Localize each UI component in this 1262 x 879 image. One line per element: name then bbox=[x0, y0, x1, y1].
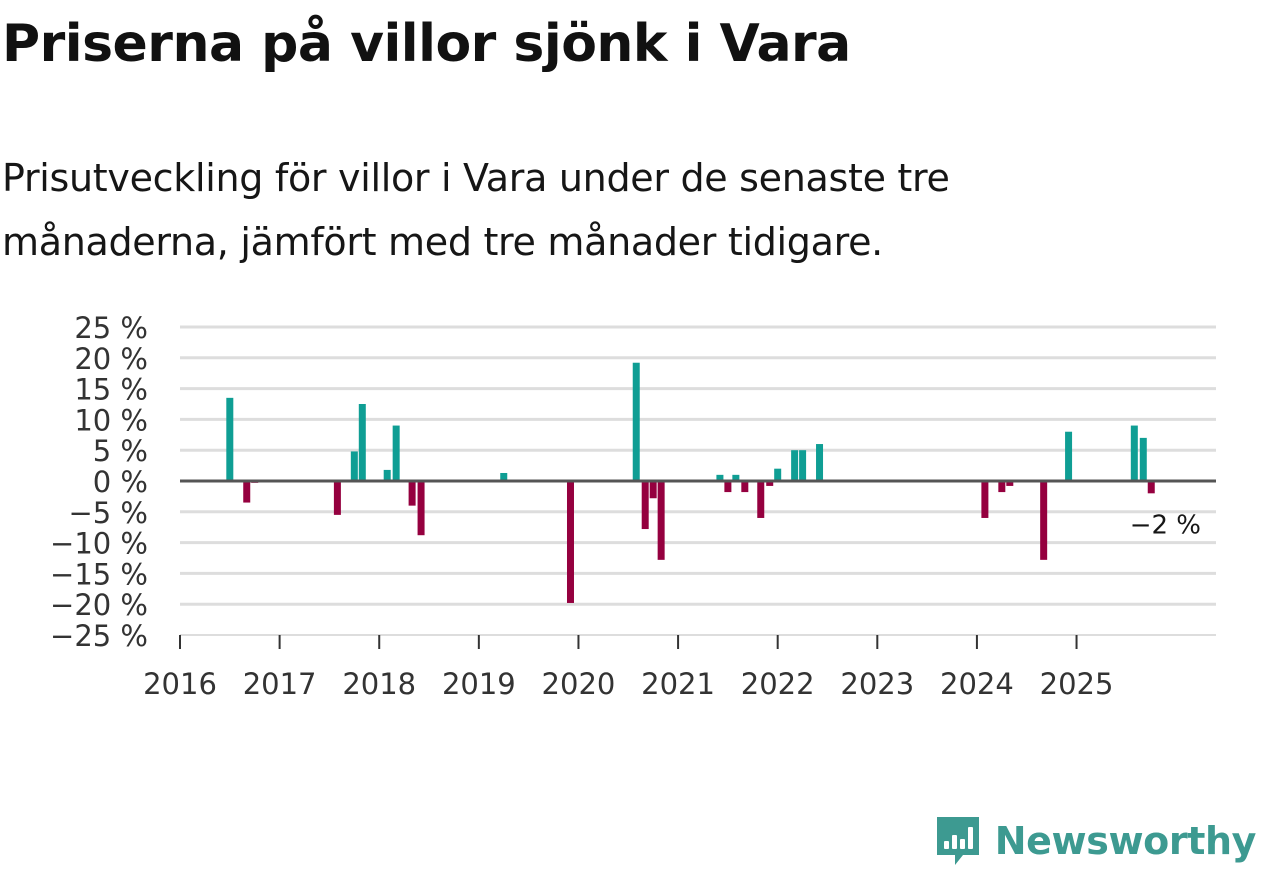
y-tick-label: 20 % bbox=[74, 342, 148, 376]
bar bbox=[774, 468, 782, 481]
y-tick-label: −15 % bbox=[50, 557, 148, 591]
chart-title: Priserna på villor sjönk i Vara bbox=[2, 14, 851, 74]
bar bbox=[566, 481, 574, 603]
y-tick-label: −5 % bbox=[68, 496, 148, 530]
bar bbox=[741, 481, 749, 493]
y-tick-label: 15 % bbox=[74, 373, 148, 407]
brand-name: Newsworthy bbox=[994, 819, 1257, 863]
bar bbox=[500, 472, 508, 481]
x-tick-label: 2018 bbox=[342, 667, 416, 700]
bar bbox=[732, 474, 740, 481]
y-tick-label: −10 % bbox=[50, 527, 148, 561]
bar bbox=[383, 469, 391, 481]
bar bbox=[791, 450, 799, 481]
bar bbox=[350, 451, 358, 481]
y-tick-label: 10 % bbox=[74, 403, 148, 437]
y-tick-label: 5 % bbox=[93, 434, 148, 468]
x-tick-label: 2016 bbox=[143, 667, 217, 700]
chart-subtitle: Prisutveckling för villor i Vara under d… bbox=[2, 156, 950, 264]
x-tick-label: 2022 bbox=[741, 667, 815, 700]
bar bbox=[981, 481, 989, 518]
x-tick-label: 2019 bbox=[442, 667, 516, 700]
x-tick-label: 2025 bbox=[1040, 667, 1114, 700]
bar bbox=[1065, 431, 1073, 481]
bar bbox=[632, 362, 640, 481]
y-tick-label: 25 % bbox=[74, 311, 148, 345]
bar bbox=[757, 481, 765, 518]
bar bbox=[243, 481, 251, 503]
newsworthy-logo-icon bbox=[936, 817, 979, 865]
bar bbox=[392, 425, 400, 481]
y-tick-label: −20 % bbox=[50, 588, 148, 622]
x-tick-label: 2021 bbox=[641, 667, 715, 700]
y-tick-label: −25 % bbox=[50, 619, 148, 653]
x-tick-label: 2023 bbox=[840, 667, 914, 700]
bar bbox=[1040, 481, 1048, 560]
bars bbox=[226, 362, 1155, 603]
bar bbox=[649, 481, 657, 499]
bar bbox=[333, 481, 341, 515]
bar bbox=[641, 481, 649, 530]
bar bbox=[1006, 481, 1014, 486]
bar bbox=[1139, 437, 1147, 481]
x-tick-label: 2020 bbox=[542, 667, 616, 700]
bar bbox=[358, 404, 366, 481]
last-value-label: −2 % bbox=[1130, 510, 1201, 540]
y-axis-ticks: 25 %20 %15 %10 %5 %0 %−5 %−10 %−15 %−20 … bbox=[50, 311, 148, 653]
y-tick-label: 0 % bbox=[93, 465, 148, 499]
x-tick-label: 2017 bbox=[243, 667, 317, 700]
grid-lines bbox=[180, 325, 1216, 606]
x-axis-ticks: 2016 2017 2018 2019 2020 2021 2022 2023 2024 2025 bbox=[143, 635, 1113, 700]
bar bbox=[1130, 425, 1138, 481]
bar bbox=[816, 444, 824, 481]
bar bbox=[799, 450, 807, 481]
bar bbox=[657, 481, 665, 560]
bar bbox=[226, 397, 234, 481]
brand-logo: Newsworthy bbox=[933, 813, 1256, 869]
bar bbox=[998, 481, 1006, 493]
bar bbox=[766, 481, 774, 486]
bar-chart: 25 %20 %15 %10 %5 %0 %−5 %−10 %−15 %−20 … bbox=[50, 311, 1216, 700]
x-tick-label: 2024 bbox=[940, 667, 1014, 700]
bar bbox=[417, 481, 425, 536]
bar bbox=[1147, 481, 1155, 494]
bar bbox=[724, 481, 732, 493]
bar bbox=[716, 474, 724, 481]
bar bbox=[408, 481, 416, 506]
